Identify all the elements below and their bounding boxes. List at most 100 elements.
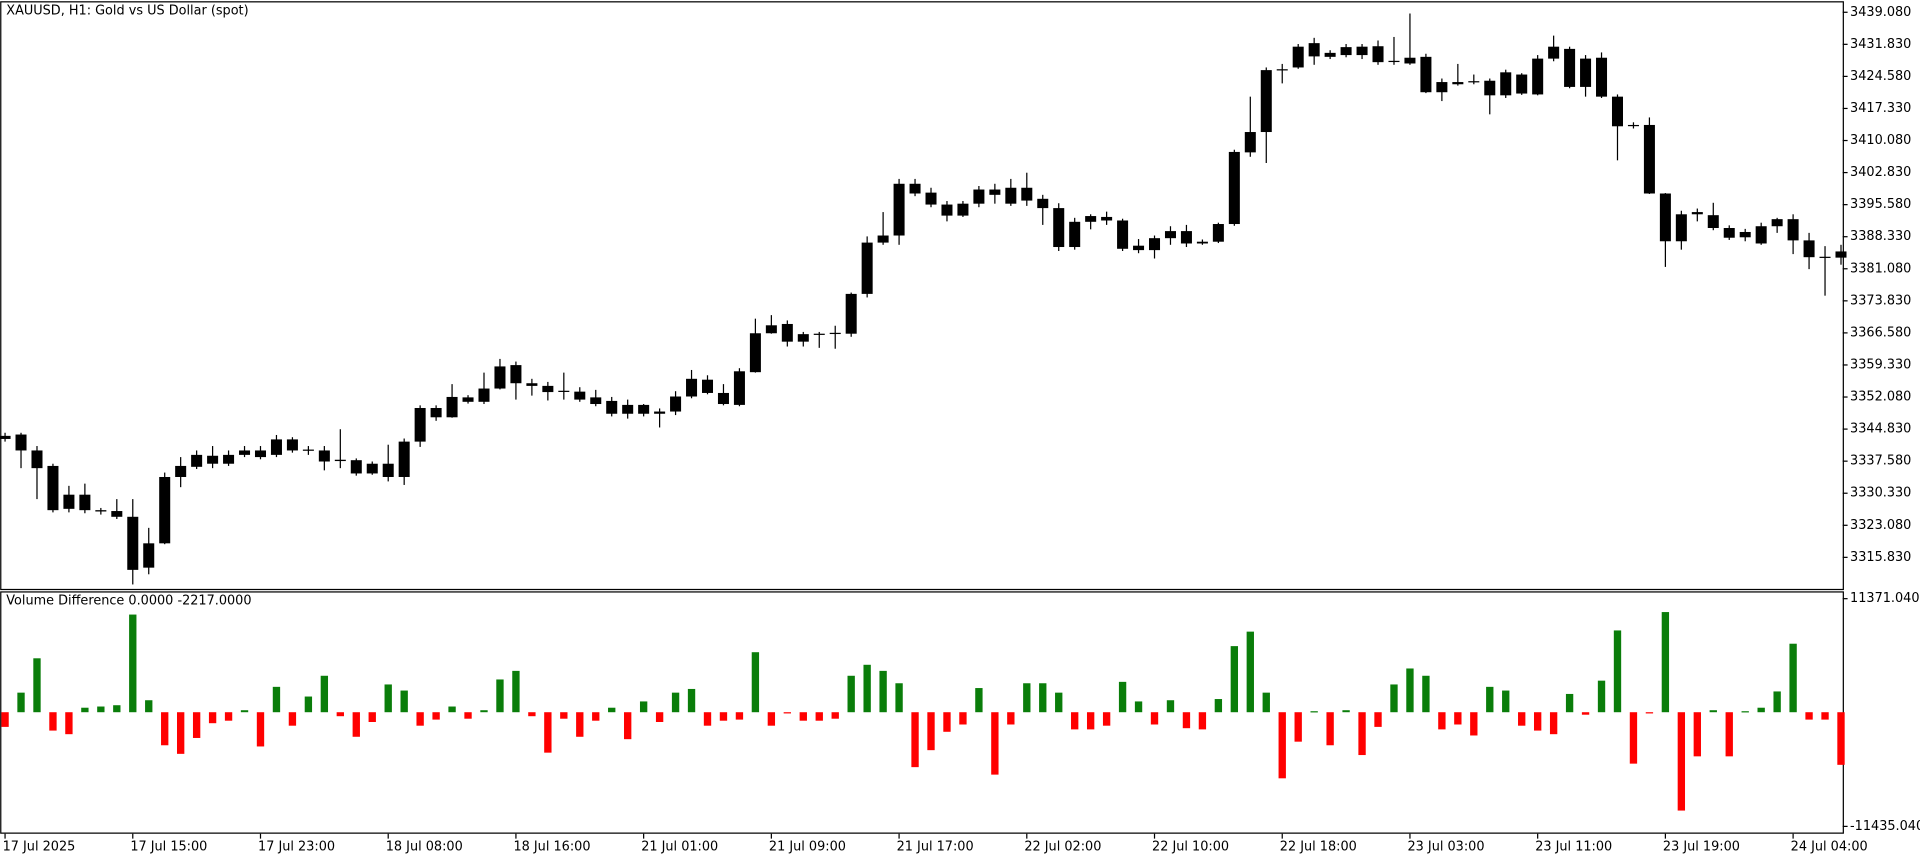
volume-bar	[1741, 711, 1749, 713]
candle-body	[1388, 60, 1400, 63]
candle-body	[654, 411, 666, 414]
volume-bar	[17, 692, 25, 713]
candle-body	[127, 516, 139, 570]
volume-bar	[464, 712, 472, 719]
volume-bar	[703, 712, 712, 726]
volume-bar	[352, 712, 360, 737]
x-tick-label: 17 Jul 15:00	[130, 840, 207, 855]
volume-bar	[113, 705, 121, 713]
candle-body	[223, 454, 235, 464]
candle-body	[446, 396, 458, 418]
candle-body	[1739, 231, 1751, 238]
volume-bar	[368, 712, 376, 723]
candle-body	[494, 366, 506, 389]
volume-bar	[400, 690, 408, 713]
volume-bar	[1086, 712, 1095, 730]
volume-bar	[208, 712, 217, 724]
volume-bar	[1406, 668, 1414, 713]
volume-bar	[1262, 692, 1270, 713]
candle-body	[1356, 46, 1368, 56]
volume-bar	[528, 712, 536, 717]
candle-body	[1452, 82, 1464, 85]
candle-body	[111, 511, 123, 517]
volume-bar	[1182, 712, 1191, 729]
volume-bar	[1597, 680, 1606, 713]
candle-body	[462, 397, 474, 402]
indicator-title: Volume Difference 0.0000 -2217.0000	[6, 594, 251, 609]
candle-body	[95, 510, 107, 512]
volume-bar	[1837, 712, 1845, 765]
candle-body	[877, 235, 889, 243]
candle-body	[191, 454, 203, 467]
volume-bar	[176, 712, 185, 754]
candle-body	[925, 192, 937, 205]
candle-body	[590, 397, 602, 405]
volume-bar	[751, 652, 760, 713]
x-tick-label: 17 Jul 2025	[3, 840, 76, 855]
candle-body	[574, 391, 586, 400]
y-tick-label: 3344.830	[1850, 422, 1911, 437]
candle-body	[1324, 52, 1336, 57]
candle-body	[1643, 124, 1655, 194]
candle-body	[893, 183, 905, 236]
volume-bar	[1, 712, 9, 727]
volume-bar	[336, 712, 344, 717]
candle-body	[1835, 251, 1847, 258]
x-tick-label: 22 Jul 18:00	[1280, 840, 1357, 855]
candle-body	[286, 439, 298, 451]
candle-body	[239, 450, 251, 455]
volume-bar	[1326, 712, 1334, 746]
candle-body	[1500, 72, 1512, 96]
candle-body	[1340, 47, 1352, 56]
volume-bar	[975, 688, 983, 713]
candle-body	[781, 323, 793, 342]
volume-bar	[1518, 712, 1526, 726]
x-tick-label: 23 Jul 19:00	[1663, 840, 1740, 855]
candle-body	[1260, 70, 1272, 133]
volume-bar	[1709, 710, 1717, 713]
volume-bar	[320, 675, 329, 713]
candle-body	[1707, 215, 1719, 228]
volume-bar	[847, 675, 855, 713]
candle-body	[1149, 238, 1161, 251]
candle-body	[1308, 43, 1320, 57]
volume-bar	[1214, 699, 1223, 713]
candle-body	[510, 365, 522, 384]
volume-bar	[432, 712, 440, 720]
volume-bar	[592, 712, 600, 721]
candle-body	[989, 189, 1001, 195]
volume-bar	[496, 679, 504, 713]
y-tick-label: 11371.0400	[1850, 591, 1920, 606]
candle-body	[350, 460, 362, 474]
volume-bar	[1118, 681, 1127, 713]
candle-body	[1244, 132, 1256, 153]
volume-bar	[943, 712, 951, 732]
candle-body	[1021, 187, 1033, 201]
volume-bar	[927, 712, 935, 751]
candle-body	[717, 392, 729, 405]
volume-bar	[1677, 712, 1686, 811]
volume-bar	[97, 706, 105, 713]
candle-body	[829, 332, 841, 335]
candle-body	[1196, 241, 1208, 244]
candle-body	[175, 465, 187, 477]
candle-body	[1819, 256, 1831, 258]
candle-body	[1133, 245, 1145, 251]
candle-body	[1627, 124, 1639, 127]
volume-bar	[145, 700, 153, 713]
volume-bar	[655, 712, 664, 723]
candle-body	[1659, 193, 1671, 242]
y-tick-label: 3417.330	[1850, 101, 1911, 116]
candle-body	[845, 293, 857, 334]
candle-body	[1611, 96, 1623, 127]
candle-body	[1596, 57, 1608, 97]
candle-body	[254, 450, 267, 458]
candle-body	[1771, 219, 1783, 227]
x-tick-label: 21 Jul 17:00	[897, 840, 974, 855]
volume-bar	[1629, 712, 1638, 764]
candle-body	[63, 494, 75, 509]
candle-body	[1436, 82, 1448, 93]
candle-body	[1292, 46, 1304, 68]
